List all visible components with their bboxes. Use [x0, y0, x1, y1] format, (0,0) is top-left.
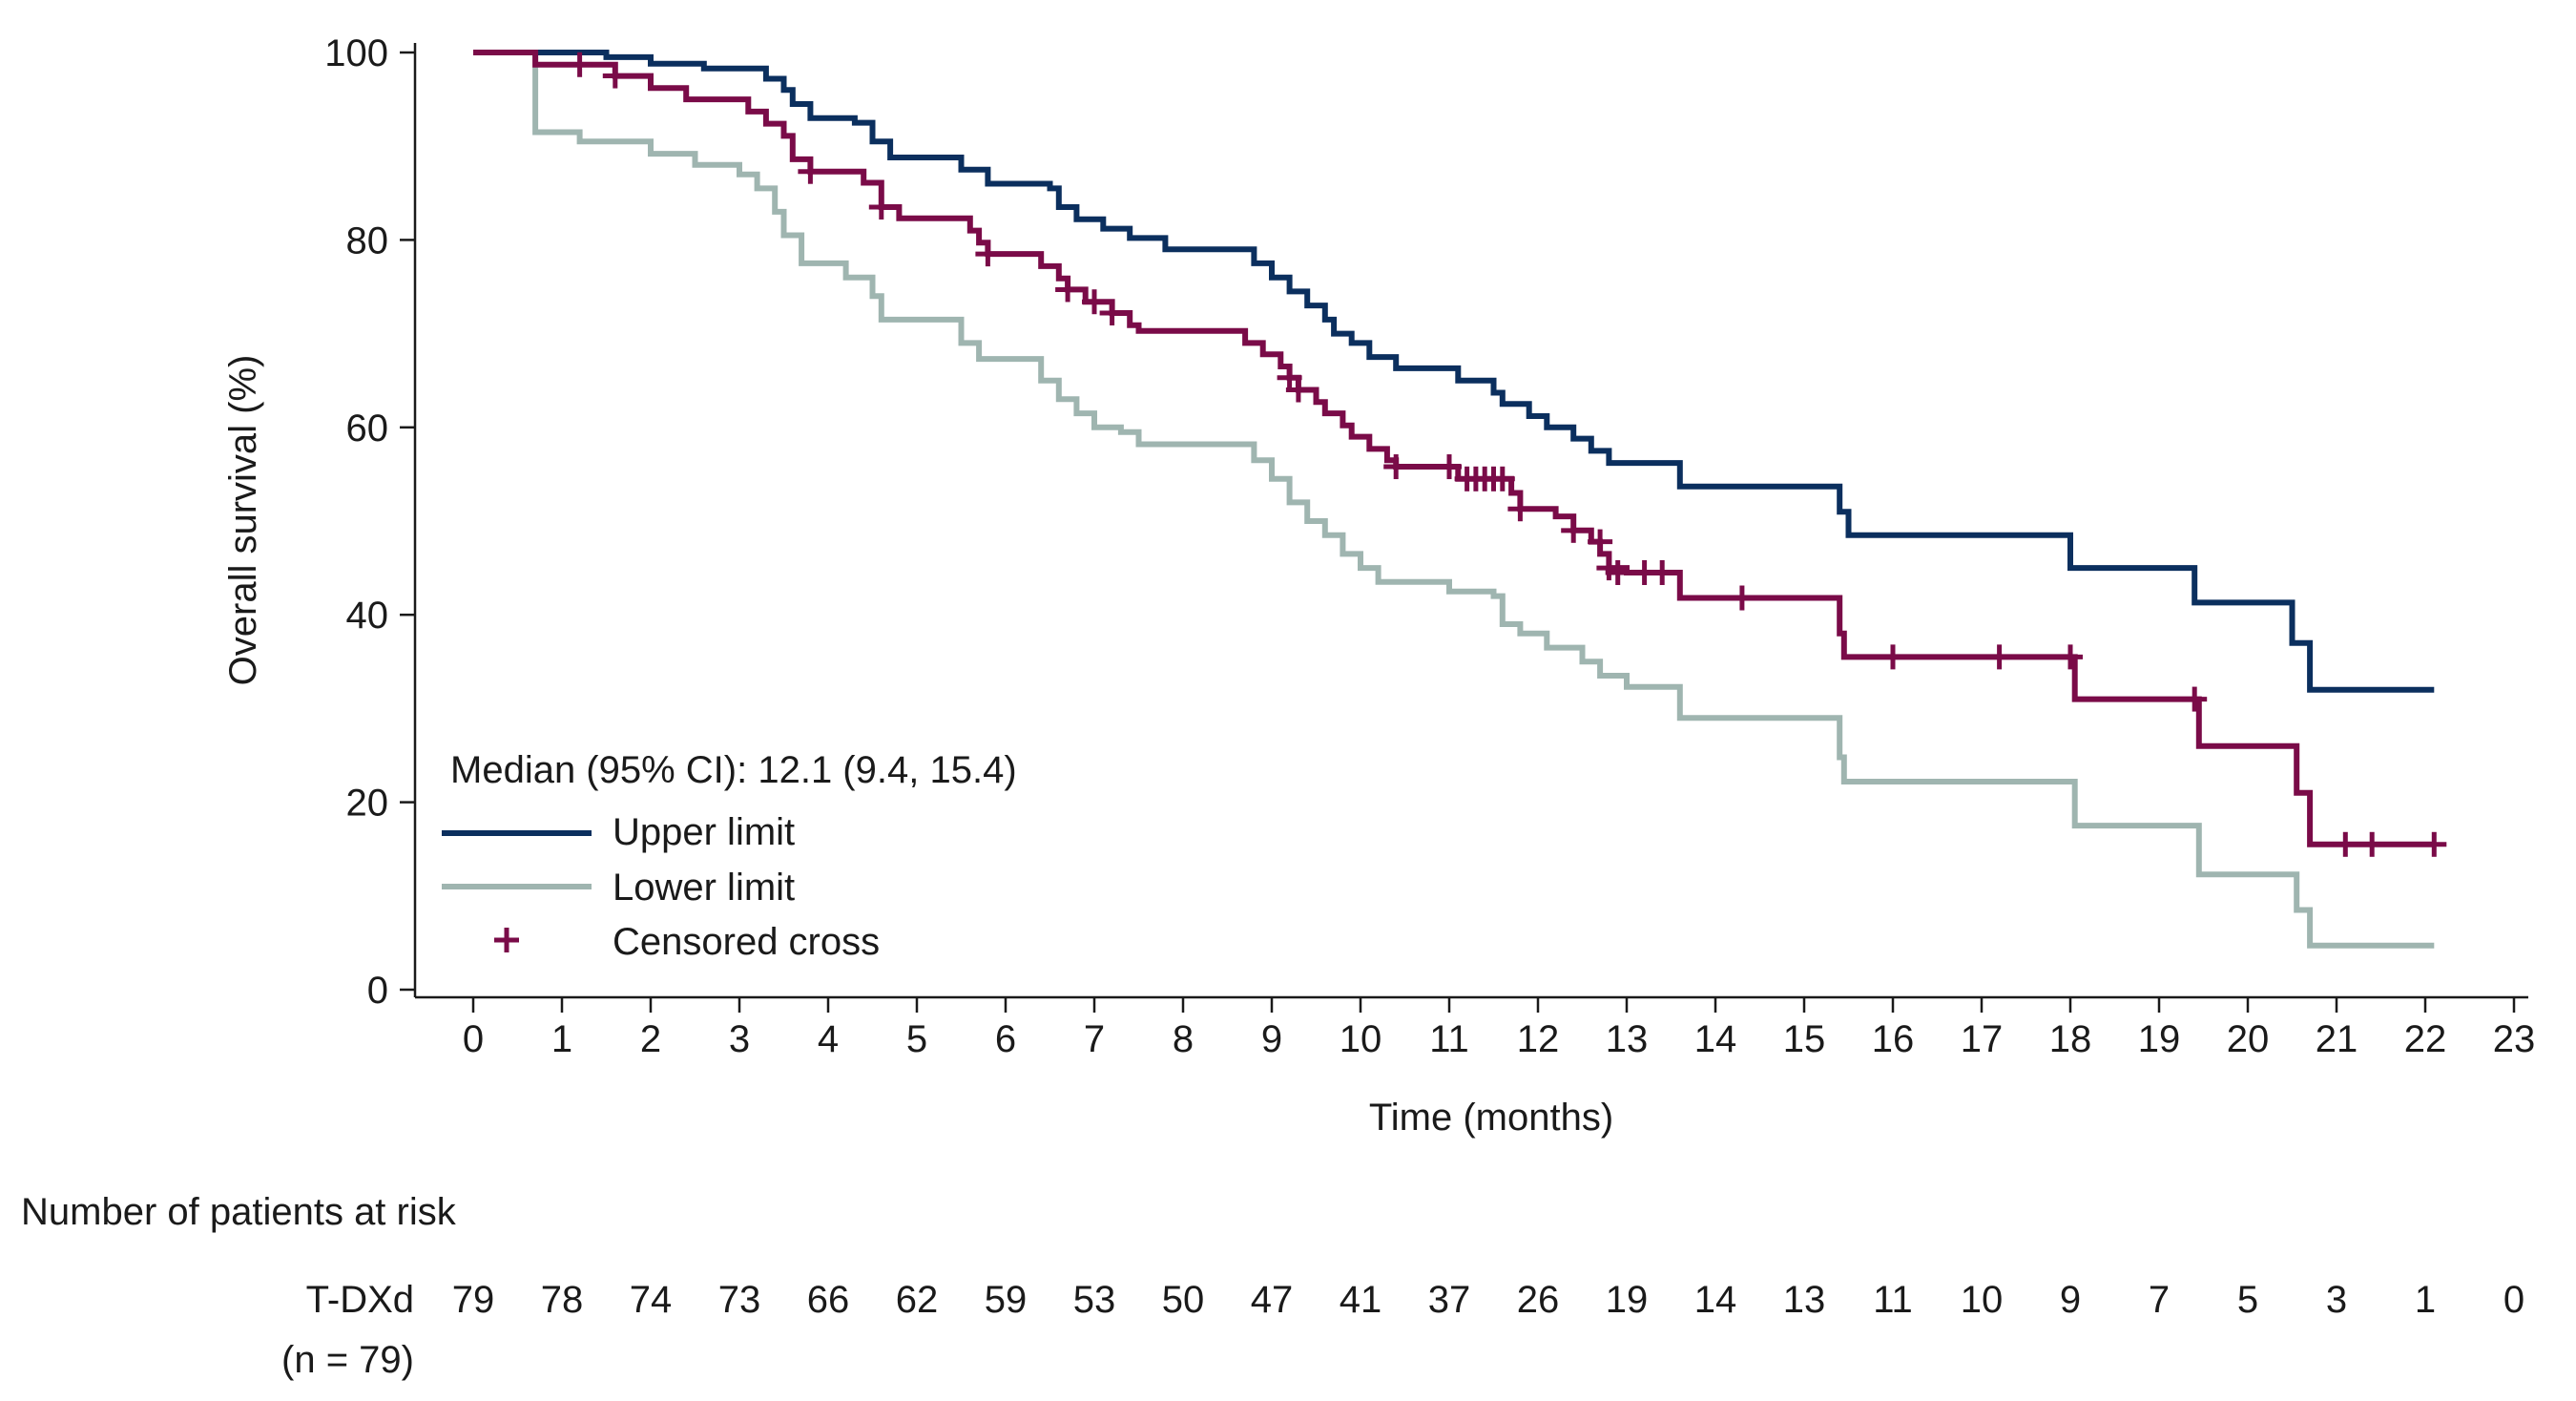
series-lower-limit [473, 50, 2435, 949]
risk-value: 1 [2415, 1279, 2436, 1321]
censor-mark [1588, 529, 1613, 554]
legend-title: Median (95% CI): 12.1 (9.4, 15.4) [450, 749, 1017, 791]
risk-value: 11 [1873, 1279, 1913, 1321]
risk-value: 59 [985, 1279, 1028, 1321]
censor-mark [798, 158, 823, 184]
risk-value: 53 [1073, 1279, 1116, 1321]
risk-value: 14 [1694, 1279, 1737, 1321]
x-tick-label: 19 [2138, 1018, 2181, 1060]
x-tick-label: 1 [551, 1018, 572, 1060]
censor-mark [1055, 277, 1081, 303]
x-tick-label: 11 [1429, 1018, 1469, 1060]
censor-mark [1605, 560, 1631, 586]
risk-value: 26 [1517, 1279, 1560, 1321]
risk-value: 5 [2237, 1279, 2258, 1321]
x-tick-label: 2 [640, 1018, 661, 1060]
x-tick-label: 9 [1261, 1018, 1282, 1060]
censor-mark [1650, 560, 1675, 586]
y-axis-label: Overall survival (%) [222, 355, 264, 686]
risk-value: 78 [541, 1279, 584, 1321]
risk-value: 79 [452, 1279, 495, 1321]
x-tick-label: 18 [2049, 1018, 2092, 1060]
x-tick-label: 16 [1872, 1018, 1915, 1060]
legend-swatch-censored [494, 928, 519, 952]
censor-mark [2359, 831, 2385, 857]
censor-mark [2058, 644, 2083, 670]
x-tick-label: 3 [729, 1018, 750, 1060]
x-tick-label: 5 [906, 1018, 927, 1060]
censor-mark [2182, 686, 2208, 712]
risk-value: 3 [2326, 1279, 2347, 1321]
y-tick-label: 40 [346, 595, 389, 637]
x-tick-label: 14 [1694, 1018, 1737, 1060]
censor-mark [1099, 300, 1125, 325]
censor-mark [1561, 517, 1587, 543]
x-tick-label: 4 [818, 1018, 839, 1060]
risk-value: 19 [1606, 1279, 1649, 1321]
x-tick-label: 7 [1084, 1018, 1105, 1060]
risk-value: 13 [1783, 1279, 1826, 1321]
x-tick-label: 22 [2404, 1018, 2447, 1060]
risk-value: 73 [718, 1279, 761, 1321]
legend-entry-lower: Lower limit [613, 867, 795, 909]
risk-table-title: Number of patients at risk [21, 1191, 457, 1233]
risk-value: 7 [2149, 1279, 2170, 1321]
x-tick-label: 21 [2316, 1018, 2358, 1060]
censor-mark [2333, 831, 2358, 857]
risk-group-n: (n = 79) [281, 1339, 414, 1381]
risk-value: 47 [1251, 1279, 1294, 1321]
risk-group-label: T-DXd [306, 1279, 414, 1321]
x-tick-label: 23 [2493, 1018, 2536, 1060]
y-tick-label: 100 [324, 32, 388, 74]
y-tick-label: 0 [367, 970, 388, 1012]
x-tick-label: 17 [1961, 1018, 2004, 1060]
series-upper-limit [473, 50, 2435, 693]
censor-mark [1986, 644, 2012, 670]
censor-mark [1507, 496, 1533, 522]
censor-mark [602, 63, 628, 89]
risk-value: 41 [1340, 1279, 1382, 1321]
x-tick-label: 6 [995, 1018, 1016, 1060]
risk-value: 62 [896, 1279, 939, 1321]
risk-value: 10 [1961, 1279, 2004, 1321]
legend: Median (95% CI): 12.1 (9.4, 15.4) Upper … [442, 749, 1017, 963]
risk-value: 50 [1162, 1279, 1205, 1321]
x-tick-label: 12 [1517, 1018, 1560, 1060]
x-tick-label: 8 [1173, 1018, 1194, 1060]
y-tick-label: 60 [346, 408, 389, 450]
risk-table: Number of patients at risk T-DXd (n = 79… [21, 1191, 2524, 1381]
censor-mark [1729, 585, 1755, 611]
risk-value: 37 [1428, 1279, 1471, 1321]
x-axis-label: Time (months) [1369, 1097, 1613, 1139]
censor-layer [567, 52, 2447, 857]
risk-value: 9 [2060, 1279, 2081, 1321]
x-tick-label: 10 [1340, 1018, 1382, 1060]
censor-mark [1383, 454, 1409, 480]
risk-values: 79 78 74 73 66 62 59 53 50 47 41 37 26 19 14 13 11 10 9 7 5 3… [452, 1279, 2524, 1321]
x-tick-label: 0 [463, 1018, 484, 1060]
x-tick-label: 20 [2227, 1018, 2270, 1060]
censor-mark [1437, 454, 1462, 480]
x-tick-label: 13 [1606, 1018, 1649, 1060]
risk-value: 66 [807, 1279, 850, 1321]
censor-mark [1489, 466, 1515, 491]
censor-mark [1082, 289, 1107, 315]
censor-mark [567, 52, 592, 77]
series-estimate [473, 50, 2435, 847]
censor-mark [1285, 377, 1311, 403]
x-tick-label: 15 [1783, 1018, 1826, 1060]
risk-value: 0 [2503, 1279, 2524, 1321]
legend-entry-censored: Censored cross [613, 921, 880, 963]
legend-entry-upper: Upper limit [613, 811, 795, 853]
risk-value: 74 [630, 1279, 673, 1321]
censor-mark [2421, 831, 2447, 857]
censor-mark [1880, 644, 1905, 670]
censor-mark [975, 241, 1001, 267]
y-tick-label: 20 [346, 783, 389, 825]
censor-mark [868, 195, 894, 220]
y-tick-label: 80 [346, 220, 389, 261]
